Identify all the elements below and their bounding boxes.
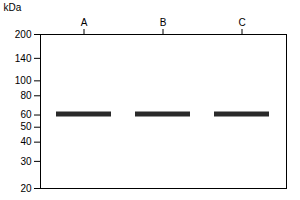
svg-text:30: 30: [20, 156, 32, 167]
svg-text:100: 100: [15, 75, 32, 86]
svg-text:C: C: [238, 17, 245, 28]
svg-text:50: 50: [20, 121, 32, 132]
svg-text:20: 20: [20, 183, 32, 194]
svg-text:80: 80: [20, 90, 32, 101]
svg-text:kDa: kDa: [4, 2, 22, 13]
svg-text:B: B: [160, 17, 167, 28]
svg-text:60: 60: [20, 109, 32, 120]
svg-text:140: 140: [15, 53, 32, 64]
svg-text:40: 40: [20, 136, 32, 147]
svg-text:200: 200: [15, 29, 32, 40]
svg-text:A: A: [81, 17, 88, 28]
